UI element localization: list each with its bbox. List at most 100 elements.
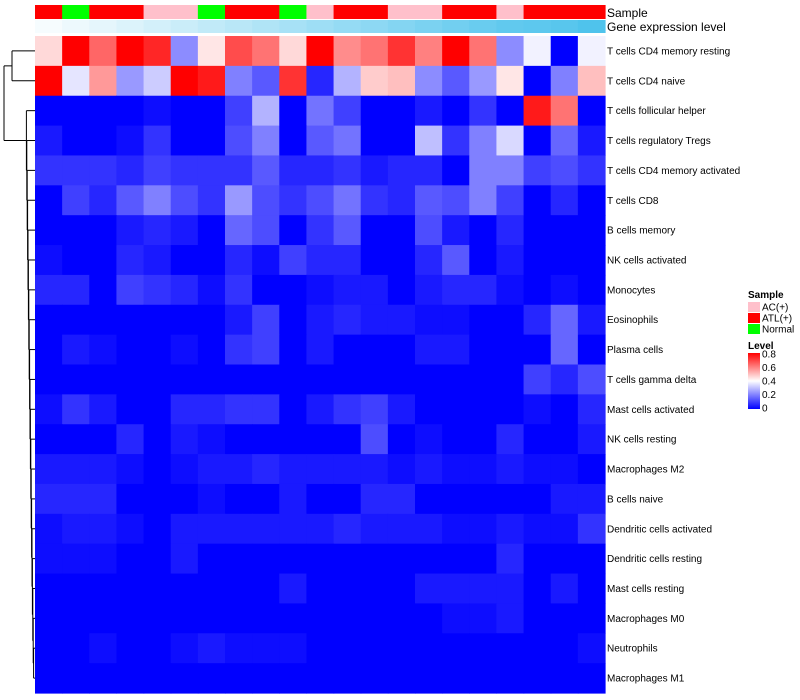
heatmap-cell: [550, 215, 579, 246]
heatmap-cell: [116, 215, 145, 246]
heatmap-cell: [89, 454, 118, 485]
heatmap-cell: [89, 603, 118, 634]
heatmap-cell: [496, 36, 525, 67]
heatmap-cell: [333, 65, 362, 97]
heatmap-cell: [197, 155, 226, 186]
heatmap-cell: [442, 155, 470, 186]
heatmap-cell: [333, 543, 362, 575]
heatmap-cell: [469, 185, 498, 216]
heatmap-cell: [469, 663, 498, 694]
heatmap-cell: [252, 513, 280, 545]
heatmap-cell: [252, 304, 280, 336]
heatmap-cell: [387, 155, 416, 186]
heatmap-cell: [360, 364, 389, 395]
heatmap-cell: [62, 95, 90, 127]
heatmap-cell: [279, 245, 308, 276]
heatmap-cell: [170, 36, 199, 67]
heatmap-cell: [116, 334, 145, 366]
heatmap-cell: [387, 513, 416, 545]
heatmap-cell: [197, 125, 226, 157]
heatmap-cell: [387, 65, 416, 97]
row-label: T cells follicular helper: [607, 106, 706, 117]
heatmap-cell: [577, 245, 606, 276]
heatmap-cell: [523, 215, 552, 246]
heatmap-cell: [170, 633, 199, 664]
heatmap-cell: [577, 603, 606, 634]
heatmap-cell: [89, 513, 118, 545]
heatmap-cell: [116, 36, 145, 67]
heatmap-cell: [387, 603, 416, 634]
heatmap-cell: [523, 513, 552, 545]
heatmap-cell: [442, 185, 470, 216]
heatmap-cell: [442, 65, 470, 97]
heatmap-cell: [387, 245, 416, 276]
heatmap-cell: [225, 454, 253, 485]
heatmap-cell: [35, 663, 63, 694]
heatmap-cell: [577, 394, 606, 425]
heatmap-cell: [197, 633, 226, 664]
heatmap-cell: [550, 65, 579, 97]
heatmap-cell: [143, 274, 172, 306]
heatmap-cell: [197, 513, 226, 545]
heatmap-cell: [62, 304, 90, 336]
heatmap-cell: [577, 155, 606, 186]
heatmap-cell: [415, 663, 443, 694]
heatmap-cell: [306, 364, 335, 395]
heatmap-cell: [333, 215, 362, 246]
heatmap-cell: [62, 633, 90, 664]
row-label: Neutrophils: [607, 644, 658, 655]
heatmap-cell: [197, 394, 226, 425]
heatmap-cell: [62, 364, 90, 395]
heatmap-cell: [170, 215, 199, 246]
heatmap-cell: [496, 394, 525, 425]
heatmap-cell: [333, 394, 362, 425]
heatmap-cell: [62, 603, 90, 634]
heatmap-cell: [89, 394, 118, 425]
expression-annotation-cell: [333, 20, 362, 33]
expression-annotation-cell: [170, 20, 199, 33]
heatmap-cell: [496, 304, 525, 336]
row-label: T cells gamma delta: [607, 375, 697, 386]
row-label: B cells naive: [607, 494, 664, 505]
heatmap-cell: [415, 95, 443, 127]
heatmap-cell: [143, 334, 172, 366]
heatmap-cell: [523, 304, 552, 336]
heatmap-cell: [62, 513, 90, 545]
level-legend-tick: 0.4: [762, 377, 776, 388]
heatmap-cell: [415, 483, 443, 515]
heatmap-cell: [496, 603, 525, 634]
sample-annotation-cell: [252, 5, 280, 19]
heatmap-cell: [306, 603, 335, 634]
heatmap-cell: [252, 454, 280, 485]
heatmap-cell: [360, 125, 389, 157]
heatmap-cell: [143, 513, 172, 545]
heatmap-cell: [333, 454, 362, 485]
sample-annotation-cell: [35, 5, 63, 19]
expression-annotation-cell: [469, 20, 498, 33]
heatmap-cell: [550, 245, 579, 276]
row-label: T cells CD4 memory activated: [607, 166, 740, 177]
heatmap-cell: [306, 633, 335, 664]
heatmap-cell: [197, 424, 226, 455]
heatmap-cell: [523, 185, 552, 216]
heatmap-cell: [225, 65, 253, 97]
heatmap-cell: [577, 215, 606, 246]
heatmap-cell: [170, 65, 199, 97]
heatmap-cell: [35, 334, 63, 366]
heatmap-cell: [469, 633, 498, 664]
heatmap-cell: [116, 513, 145, 545]
heatmap-cell: [360, 394, 389, 425]
heatmap-cell: [279, 483, 308, 515]
heatmap-cell: [333, 185, 362, 216]
heatmap-cell: [306, 573, 335, 605]
heatmap-cell: [89, 185, 118, 216]
heatmap-cell: [197, 334, 226, 366]
heatmap-cell: [550, 633, 579, 664]
sample-annotation-cell: [333, 5, 362, 19]
heatmap-cell: [35, 573, 63, 605]
heatmap-cell: [360, 633, 389, 664]
heatmap-cell: [550, 573, 579, 605]
heatmap-cell: [89, 274, 118, 306]
heatmap-cell: [225, 274, 253, 306]
heatmap-cell: [197, 274, 226, 306]
